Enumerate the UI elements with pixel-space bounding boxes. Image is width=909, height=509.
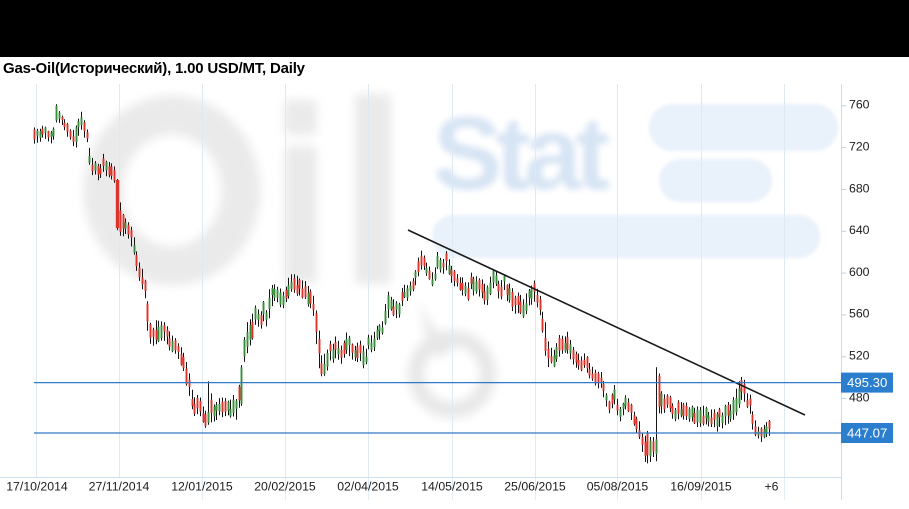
svg-text:Stat: Stat xyxy=(433,96,609,212)
svg-text:16/09/2015: 16/09/2015 xyxy=(670,480,732,494)
svg-text:720: 720 xyxy=(849,139,870,153)
svg-text:05/08/2015: 05/08/2015 xyxy=(587,480,649,494)
svg-text:480: 480 xyxy=(849,390,870,404)
svg-text:25/06/2015: 25/06/2015 xyxy=(504,480,566,494)
svg-text:760: 760 xyxy=(849,98,870,112)
svg-text:680: 680 xyxy=(849,181,870,195)
svg-text:640: 640 xyxy=(849,223,870,237)
svg-text:+6: +6 xyxy=(764,480,778,494)
svg-text:17/10/2014: 17/10/2014 xyxy=(6,480,68,494)
svg-text:20/02/2015: 20/02/2015 xyxy=(254,480,316,494)
svg-text:447.07: 447.07 xyxy=(847,426,887,441)
svg-text:02/04/2015: 02/04/2015 xyxy=(337,480,399,494)
svg-text:560: 560 xyxy=(849,307,870,321)
svg-text:495.30: 495.30 xyxy=(847,375,887,390)
svg-text:14/05/2015: 14/05/2015 xyxy=(421,480,483,494)
svg-text:600: 600 xyxy=(849,265,870,279)
svg-text:27/11/2014: 27/11/2014 xyxy=(89,480,150,494)
svg-text:12/01/2015: 12/01/2015 xyxy=(171,480,233,494)
svg-text:520: 520 xyxy=(849,349,870,363)
